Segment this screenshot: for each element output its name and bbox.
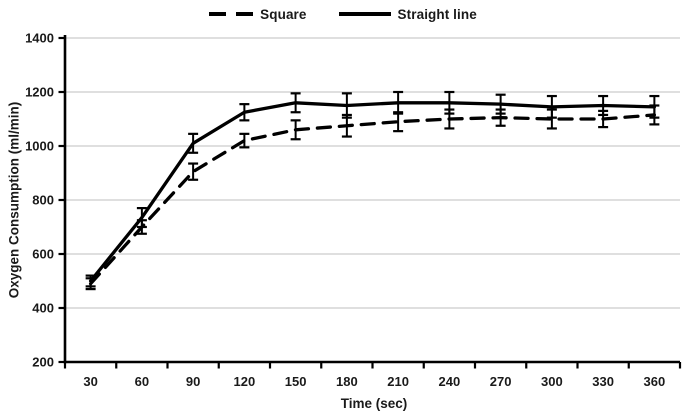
y-tick-label: 200 — [32, 355, 54, 370]
legend-item-square: Square — [207, 7, 306, 22]
y-tick-label: 1400 — [25, 31, 54, 46]
x-tick-label: 120 — [234, 374, 256, 389]
legend-label-square: Square — [260, 6, 307, 22]
y-tick-label: 800 — [32, 193, 54, 208]
x-tick-label: 180 — [336, 374, 358, 389]
series-line-straight-line — [88, 101, 657, 283]
chart-legend: Square Straight line — [0, 0, 684, 28]
solid-line-sample-icon — [338, 12, 391, 16]
x-tick-label: 300 — [541, 374, 563, 389]
x-tick-label: 360 — [644, 374, 666, 389]
x-tick-label: 270 — [490, 374, 512, 389]
x-tick-label: 150 — [285, 374, 307, 389]
x-tick-label: 30 — [83, 374, 97, 389]
dashed-line-sample-icon — [209, 12, 254, 16]
axes: 200 400 600 800 1000 1200 1400 30 60 90 120 150 180 2… — [25, 31, 682, 389]
y-tick-label: 1200 — [25, 85, 54, 100]
legend-item-straight-line: Straight line — [337, 7, 477, 22]
x-tick-label: 90 — [186, 374, 200, 389]
x-tick-label: 330 — [592, 374, 614, 389]
legend-label-straight-line: Straight line — [397, 6, 477, 22]
series-line-square — [88, 113, 657, 286]
y-tick-label: 1000 — [25, 139, 54, 154]
x-tick-label: 60 — [135, 374, 149, 389]
error-bars-square — [85, 104, 660, 291]
y-tick-label: 400 — [32, 301, 54, 316]
gridlines — [65, 37, 680, 309]
x-tick-label: 240 — [439, 374, 461, 389]
y-tick-label: 600 — [32, 247, 54, 262]
x-tick-label: 210 — [387, 374, 409, 389]
error-bars-straight-line — [85, 90, 660, 288]
x-axis-title: Time (sec) — [340, 396, 408, 411]
